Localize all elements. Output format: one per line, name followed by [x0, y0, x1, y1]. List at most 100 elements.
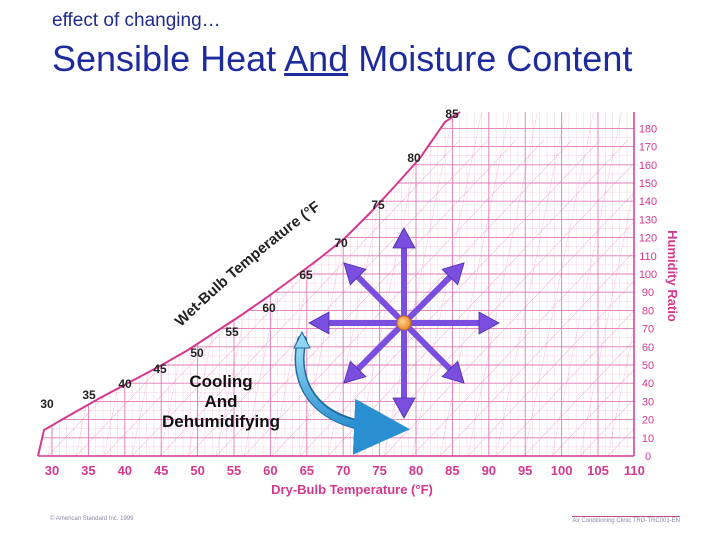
humidity-ratio-tick-label: 130 — [639, 214, 657, 226]
title-part-2: Moisture Content — [348, 38, 633, 79]
wet-bulb-tick-label: 50 — [190, 346, 204, 360]
humidity-ratio-tick-label: 140 — [639, 196, 657, 208]
wet-bulb-gridline — [215, 139, 517, 456]
arrow-head — [478, 311, 500, 335]
arrow-shaft — [355, 320, 407, 372]
arrow-shaft — [355, 274, 407, 326]
volume-gridline — [411, 112, 493, 456]
state-point — [396, 315, 412, 331]
dry-bulb-tick-label: 30 — [45, 463, 59, 478]
volume-gridline — [467, 112, 549, 456]
wet-bulb-tick-label: 30 — [40, 397, 54, 411]
wet-bulb-gridline — [383, 139, 634, 456]
arrow-head — [441, 360, 465, 384]
dry-bulb-tick-label: 40 — [118, 463, 132, 478]
wet-bulb-ticks: 30 35 40 45 50 55 60 65 70 75 80 85 — [40, 107, 459, 411]
chart-grid — [0, 60, 720, 456]
dry-bulb-tick-label: 75 — [372, 463, 386, 478]
arrow-head — [392, 397, 416, 419]
wet-bulb-gridline — [551, 139, 634, 456]
dry-bulb-tick-label: 60 — [263, 463, 277, 478]
arrow-head — [343, 360, 367, 384]
dry-bulb-tick-label: 45 — [154, 463, 168, 478]
wet-bulb-gridline — [327, 139, 629, 456]
process-arrow-tail — [293, 330, 311, 349]
dry-bulb-tick-label: 55 — [227, 463, 241, 478]
humidity-ratio-tick-label: 10 — [642, 433, 654, 445]
volume-gridline — [579, 112, 634, 456]
arrow-head — [343, 262, 367, 286]
arrow-head — [308, 311, 330, 335]
wet-bulb-tick-label: 55 — [225, 325, 239, 339]
wet-bulb-gridline — [523, 139, 634, 456]
process-label-and: And — [204, 392, 237, 411]
wet-bulb-tick-label: 85 — [445, 107, 459, 121]
wet-bulb-tick-label: 40 — [118, 377, 132, 391]
x-axis-label: Dry-Bulb Temperature (°F) — [271, 482, 433, 497]
humidity-ratio-tick-label: 20 — [642, 415, 654, 427]
wet-bulb-tick-label: 35 — [82, 388, 96, 402]
wet-bulb-tick-label: 80 — [407, 151, 421, 165]
arrow-head — [441, 262, 465, 286]
volume-gridline — [383, 112, 465, 456]
arrow-head — [392, 227, 416, 249]
process-label-cooling: Cooling — [189, 372, 252, 391]
humidity-ratio-tick-label: 90 — [642, 287, 654, 299]
humidity-ratio-tick-label: 70 — [642, 324, 654, 336]
arrow-shaft — [401, 274, 453, 326]
dry-bulb-tick-label: 95 — [518, 463, 532, 478]
wet-bulb-gridline — [411, 139, 634, 456]
humidity-ratio-tick-label: 120 — [639, 233, 657, 245]
wet-bulb-gridline — [439, 139, 634, 456]
volume-gridline — [38, 112, 45, 456]
dry-bulb-tick-label: 90 — [482, 463, 496, 478]
humidity-ratio-tick-label: 160 — [639, 160, 657, 172]
humidity-ratio-tick-label: 80 — [642, 305, 654, 317]
volume-gridline — [495, 112, 577, 456]
humidity-ratio-tick-label: 100 — [639, 269, 657, 281]
volume-gridline — [0, 60, 16, 456]
volume-gridline — [692, 60, 720, 456]
direction-arrows — [308, 227, 500, 419]
humidity-ratio-tick-label: 50 — [642, 360, 654, 372]
humidity-ratio-tick-label: 0 — [645, 451, 651, 463]
dry-bulb-tick-label: 50 — [190, 463, 204, 478]
humidity-ratio-tick-label: 150 — [639, 178, 657, 190]
wet-bulb-gridline — [579, 139, 634, 456]
wet-bulb-gridline — [38, 139, 69, 456]
humidity-ratio-tick-label: 170 — [639, 142, 657, 154]
volume-gridline — [38, 112, 73, 456]
title-underlined-and: And — [284, 38, 349, 79]
dry-bulb-tick-label: 65 — [300, 463, 314, 478]
dry-bulb-tick-label: 35 — [81, 463, 95, 478]
dry-bulb-ticks: 30 35 40 45 50 55 60 65 70 75 80 85 90 95 100 105 110 — [45, 463, 645, 478]
process-arrow — [296, 336, 410, 455]
humidity-ratio-ticks: 0 10 20 30 40 50 60 70 80 90 100 110 120 130 140 150 160… — [639, 123, 657, 463]
wet-bulb-gridline — [38, 139, 41, 456]
volume-gridline — [607, 112, 634, 456]
title-part-1: Sensible Heat — [52, 38, 285, 79]
wet-bulb-tick-label: 75 — [371, 198, 385, 212]
dry-bulb-tick-label: 110 — [624, 463, 645, 478]
arrow-shaft — [401, 320, 453, 372]
wet-bulb-gridline — [38, 139, 153, 456]
wet-bulb-gridline — [495, 139, 634, 456]
wet-bulb-gridline — [299, 139, 601, 456]
wet-bulb-gridline — [159, 139, 461, 456]
wet-bulb-gridline — [243, 139, 545, 456]
volume-gridline — [523, 112, 605, 456]
wet-bulb-gridline — [187, 139, 489, 456]
wet-bulb-tick-label: 70 — [334, 236, 348, 250]
dry-bulb-tick-label: 70 — [336, 463, 350, 478]
humidity-ratio-tick-label: 40 — [642, 378, 654, 390]
dry-bulb-tick-label: 105 — [587, 463, 609, 478]
slide-subtitle: effect of changing… — [52, 10, 221, 31]
humidity-ratio-tick-label: 180 — [639, 123, 657, 135]
wet-bulb-tick-label: 65 — [299, 268, 313, 282]
saturation-curve — [37, 111, 461, 457]
slide-title: Sensible Heat And Moisture Content — [52, 38, 632, 80]
dry-bulb-tick-label: 100 — [551, 463, 573, 478]
wet-bulb-tick-label: 60 — [262, 301, 276, 315]
process-label-dehumidifying: Dehumidifying — [162, 412, 280, 431]
